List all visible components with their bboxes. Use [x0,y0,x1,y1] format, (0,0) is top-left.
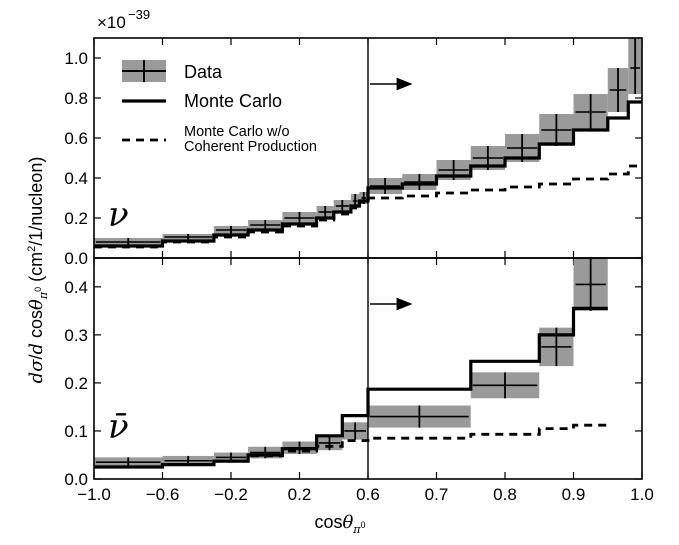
x-tick-label: 0.7 [425,485,449,504]
plot-layer: −1.0 −0.6 −0.2 0.2 0.6 0.7 0.8 0.9 1.0 0.0 0.2 0.4 0… [64,38,654,504]
y-tick-label: 0.2 [64,209,88,228]
svg-text:cosθπ0: cosθπ0 [314,512,365,536]
x-tick-label: 0.2 [288,485,312,504]
x-tick-label: 0.8 [493,485,517,504]
upper-panel-label: ν [108,195,129,235]
svg-text:dσ/d cosθπ0 (cm2/1/nucleon): dσ/d cosθπ0 (cm2/1/nucleon) [26,157,50,384]
x-tick-label: −0.2 [214,485,248,504]
y-tick-label: 0.8 [64,89,88,108]
y-tick-label: 0.0 [64,249,88,268]
legend-data-label: Data [184,62,223,82]
y-axis-label: dσ/d cosθπ0 (cm2/1/nucleon) [26,157,50,384]
legend: Data Monte Carlo Monte Carlo w/o Coheren… [122,60,317,155]
x-tick-label: −1.0 [77,485,111,504]
legend-data-swatch [122,60,166,82]
panel-1-series [94,258,608,469]
legend-mcnocoh-label-1: Monte Carlo w/o [184,124,290,140]
y-tick-label: 0.0 [64,470,88,489]
y-tick-label: 1.0 [64,49,88,68]
x-tick-label: 0.6 [356,485,380,504]
x-tick-label: 0.9 [562,485,586,504]
legend-mc-label: Monte Carlo [184,91,282,111]
y-tick-label: 0.2 [64,374,88,393]
y-tick-label: 0.6 [64,129,88,148]
x-axis-label: cosθπ0 [314,512,365,536]
exponent-power: −39 [128,7,150,22]
y-tick-label: 0.1 [64,422,88,441]
y-tick-label: 0.4 [64,278,88,297]
exponent-base: ×10 [97,13,126,32]
x-tick-label: 1.0 [630,485,654,504]
y-tick-label: 0.3 [64,326,88,345]
x-tick-label: −0.6 [146,485,180,504]
y-tick-label: 0.4 [64,169,88,188]
exponent-label: ×10 −39 [97,7,150,32]
lower-panel-label: ν̄ [108,407,129,447]
legend-mcnocoh-label-2: Coherent Production [184,139,317,155]
